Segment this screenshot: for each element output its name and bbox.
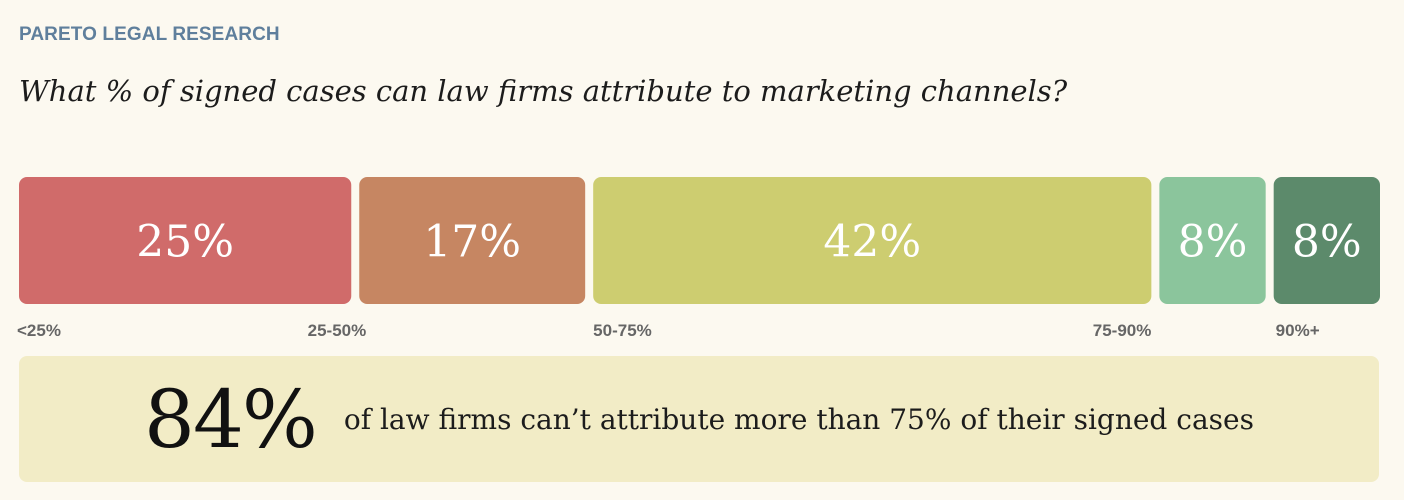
category-label-3: 50-75% <box>593 321 652 340</box>
bar-segment-1 <box>19 177 352 304</box>
stacked-bar-chart: 25% <25% 17% 25-50% 42% 50-75% 8% 75-90% 8% 90%+ <box>17 177 1380 340</box>
bar-segment-2 <box>359 177 586 304</box>
category-label-4: 75-90% <box>1093 321 1152 340</box>
bar-value-label-3: 42% <box>823 217 921 268</box>
bar-segment-3 <box>593 177 1152 304</box>
bar-segment-5 <box>1273 177 1380 304</box>
callout-box: 84% of law firms can’t attribute more th… <box>19 356 1379 482</box>
bar-value-label-5: 8% <box>1292 217 1362 268</box>
callout-stat: 84% <box>144 372 318 466</box>
bar-value-label-4: 8% <box>1178 217 1248 268</box>
bar-segment-4 <box>1159 177 1266 304</box>
category-label-2: 25-50% <box>308 321 367 340</box>
chart-title: What % of signed cases can law firms att… <box>19 74 1068 108</box>
callout-text: of law firms can’t attribute more than 7… <box>343 402 1254 436</box>
bar-value-label-2: 17% <box>423 217 521 268</box>
bar-value-label-1: 25% <box>136 217 234 268</box>
category-label-1: <25% <box>17 321 61 340</box>
category-label-5: 90%+ <box>1276 321 1320 340</box>
brand-label: PARETO LEGAL RESEARCH <box>19 24 280 45</box>
